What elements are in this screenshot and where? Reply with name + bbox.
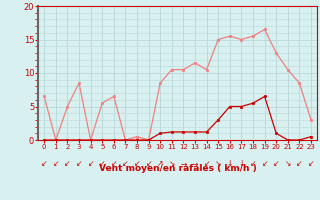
Text: ↙: ↙ [99, 159, 105, 168]
Text: ↙: ↙ [111, 159, 117, 168]
Text: ↙: ↙ [87, 159, 94, 168]
Text: ↙: ↙ [204, 159, 210, 168]
Text: ↙: ↙ [134, 159, 140, 168]
Text: ↘: ↘ [284, 159, 291, 168]
Text: →: → [180, 159, 187, 168]
Text: ↙: ↙ [76, 159, 82, 168]
Text: ↙: ↙ [64, 159, 71, 168]
Text: ↙: ↙ [296, 159, 303, 168]
Text: ↙: ↙ [52, 159, 59, 168]
Text: ↙: ↙ [273, 159, 279, 168]
Text: ↙: ↙ [145, 159, 152, 168]
Text: →: → [192, 159, 198, 168]
Text: ↙: ↙ [308, 159, 314, 168]
X-axis label: Vent moyen/en rafales ( km/h ): Vent moyen/en rafales ( km/h ) [99, 164, 256, 173]
Text: ↙: ↙ [261, 159, 268, 168]
Text: ↙: ↙ [122, 159, 129, 168]
Text: ↙: ↙ [41, 159, 47, 168]
Text: ↓: ↓ [227, 159, 233, 168]
Text: ↙: ↙ [250, 159, 256, 168]
Text: ↘: ↘ [215, 159, 221, 168]
Text: ↓: ↓ [238, 159, 244, 168]
Text: ↗: ↗ [157, 159, 164, 168]
Text: ↘: ↘ [169, 159, 175, 168]
